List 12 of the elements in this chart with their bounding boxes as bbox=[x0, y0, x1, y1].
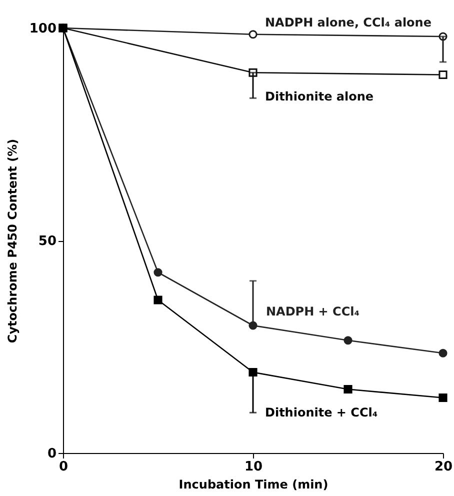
y-tick-label: 0 bbox=[47, 446, 56, 462]
series-label: NADPH alone, CCl₄ alone bbox=[265, 15, 432, 30]
series-label: Dithionite alone bbox=[265, 90, 374, 104]
x-tick-label: 10 bbox=[244, 460, 263, 474]
series-label: NADPH + CCl₄ bbox=[266, 304, 360, 318]
y-axis-title: Cytochrome P450 Content (%) bbox=[5, 138, 20, 344]
y-tick-label: 50 bbox=[38, 234, 56, 249]
x-tick-label: 20 bbox=[434, 460, 453, 474]
series-label: Dithionite + CCl₄ bbox=[265, 405, 378, 420]
x-tick-label: 0 bbox=[58, 460, 68, 474]
x-axis-title: Incubation Time (min) bbox=[178, 478, 328, 492]
y-tick-label: 100 bbox=[29, 22, 56, 36]
